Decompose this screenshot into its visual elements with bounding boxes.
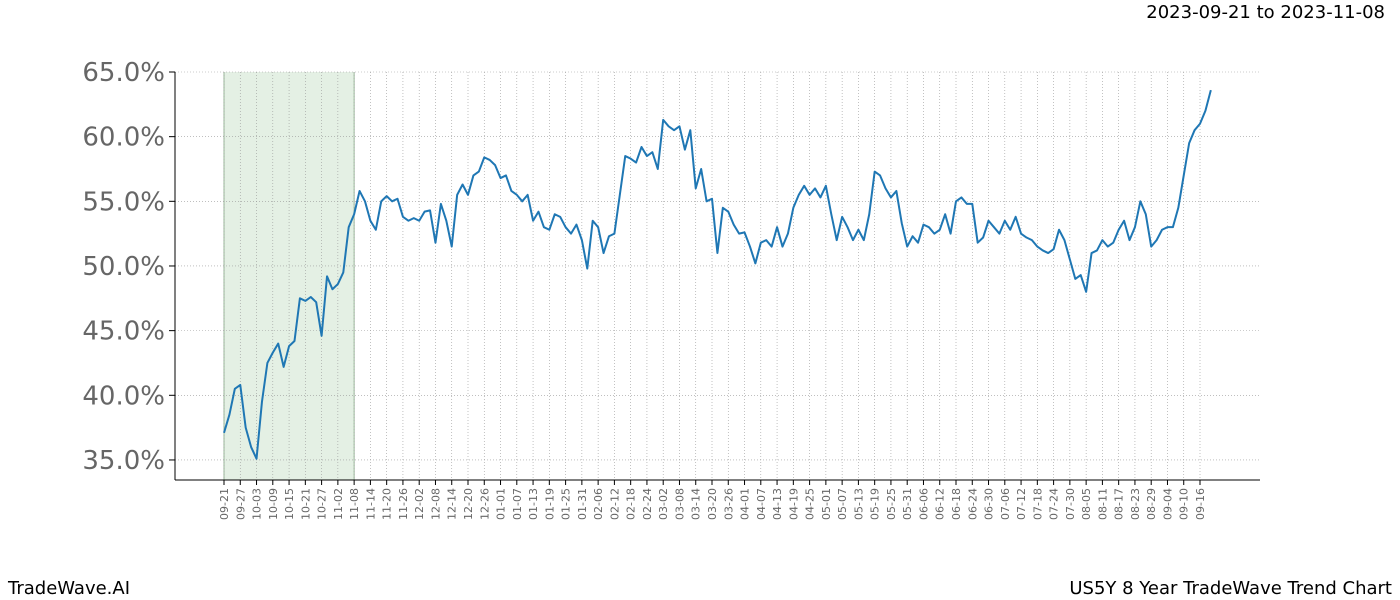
x-tick-label: 12-26 [478,488,491,520]
x-tick-label: 05-19 [869,488,882,520]
x-tick-label: 08-17 [1113,488,1126,520]
brand: TradeWave.AI [7,578,130,599]
x-tick-label: 01-01 [495,488,508,520]
x-tick-label: 02-24 [641,488,654,520]
x-tick-label: 10-27 [316,488,329,520]
x-tick-label: 02-18 [625,488,638,520]
x-tick-label: 09-21 [218,488,231,520]
trend-line [223,89,1212,460]
x-tick-label: 07-06 [999,488,1012,520]
x-tick-label: 07-24 [1048,488,1061,520]
x-tick-label: 01-13 [527,488,540,520]
y-tick-label: 50.0% [82,252,165,282]
y-tick-label: 65.0% [82,58,165,88]
x-tick-label: 08-05 [1080,488,1093,520]
x-tick-label: 03-02 [657,488,670,520]
x-tick-label: 03-20 [706,488,719,520]
x-tick-label: 04-19 [787,488,800,520]
x-tick-label: 09-10 [1178,488,1191,520]
x-tick-label: 04-01 [739,488,752,520]
y-tick-label: 55.0% [82,187,165,217]
x-tick-label: 08-11 [1096,488,1109,520]
y-tick-label: 60.0% [82,123,165,153]
x-tick-label: 06-24 [966,488,979,520]
x-tick-label: 10-03 [251,488,264,520]
x-tick-label: 04-07 [755,488,768,520]
x-tick-label: 03-26 [722,488,735,520]
x-tick-label: 03-14 [690,488,703,520]
y-tick-label: 35.0% [82,446,165,476]
x-tick-label: 01-07 [511,488,524,520]
x-tick-label: 09-16 [1194,488,1207,520]
x-tick-label: 12-08 [429,488,442,520]
x-tick-label: 10-21 [299,488,312,520]
x-tick-label: 12-14 [446,488,459,520]
x-tick-label: 05-01 [820,488,833,520]
y-tick-label: 40.0% [82,381,165,411]
x-tick-label: 10-09 [267,488,280,520]
x-tick-label: 11-14 [364,488,377,520]
x-tick-label: 01-31 [576,488,589,520]
x-tick-label: 02-06 [592,488,605,520]
x-tick-label: 08-23 [1129,488,1142,520]
x-tick-label: 06-30 [983,488,996,520]
chart-name: US5Y 8 Year TradeWave Trend Chart [1069,578,1392,599]
x-tick-label: 11-02 [332,488,345,520]
x-tick-label: 03-08 [673,488,686,520]
x-tick-label: 12-02 [413,488,426,520]
x-tick-label: 05-25 [885,488,898,520]
x-tick-label: 07-12 [1015,488,1028,520]
x-tick-label: 07-18 [1031,488,1044,520]
x-tick-label: 04-13 [771,488,784,520]
x-tick-label: 09-04 [1161,488,1174,520]
x-tick-label: 01-19 [543,488,556,520]
x-tick-label: 11-08 [348,488,361,520]
chart-title: 2023-09-21 to 2023-11-08 [1146,2,1385,23]
x-tick-label: 08-29 [1145,488,1158,520]
x-tick-label: 06-06 [917,488,930,520]
x-tick-label: 05-13 [852,488,865,520]
x-tick-label: 06-18 [950,488,963,520]
x-tick-label: 01-25 [560,488,573,520]
x-tick-label: 04-25 [804,488,817,520]
x-tick-label: 11-20 [381,488,394,520]
y-tick-label: 45.0% [82,317,165,347]
x-tick-label: 11-26 [397,488,410,520]
x-tick-label: 05-07 [836,488,849,520]
x-tick-label: 07-30 [1064,488,1077,520]
x-tick-label: 12-20 [462,488,475,520]
x-tick-label: 02-12 [608,488,621,520]
x-tick-label: 06-12 [934,488,947,520]
x-tick-label: 09-27 [234,488,247,520]
x-tick-label: 05-31 [901,488,914,520]
x-tick-label: 10-15 [283,488,296,520]
